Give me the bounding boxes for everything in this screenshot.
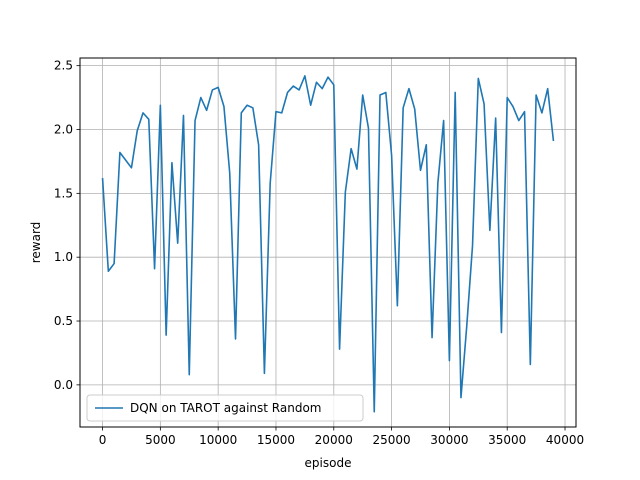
x-tick-label: 35000 (488, 433, 526, 447)
y-tick-label: 0.5 (54, 314, 73, 328)
y-axis-label: reward (29, 222, 43, 264)
legend-box (86, 394, 364, 422)
x-tick-label: 20000 (315, 433, 353, 447)
y-tick-label: 2.0 (54, 123, 73, 137)
y-tick-label: 0.0 (54, 378, 73, 392)
x-tick-label: 10000 (199, 433, 237, 447)
x-tick-label: 5000 (145, 433, 176, 447)
grid-lines (80, 58, 576, 427)
legend: DQN on TAROT against Random (86, 394, 364, 422)
x-tick-label: 40000 (546, 433, 584, 447)
x-tick-label: 25000 (372, 433, 410, 447)
series-group (101, 75, 555, 413)
plot-frame (79, 57, 577, 428)
y-tick-label: 2.5 (54, 59, 73, 73)
x-tick-label: 15000 (257, 433, 295, 447)
y-tick-label: 1.5 (54, 186, 73, 200)
x-tick-label: 30000 (430, 433, 468, 447)
x-axis: 0 5000 10000 15000 20000 25000 30000 35000 40000 (99, 427, 584, 447)
legend-label: DQN on TAROT against Random (130, 401, 322, 415)
y-tick-label: 1.0 (54, 250, 73, 264)
x-tick-label: 0 (99, 433, 107, 447)
series-line (101, 75, 555, 413)
y-axis: 0.0 0.5 1.0 1.5 2.0 2.5 (54, 59, 80, 392)
x-axis-label: episode (305, 456, 352, 470)
